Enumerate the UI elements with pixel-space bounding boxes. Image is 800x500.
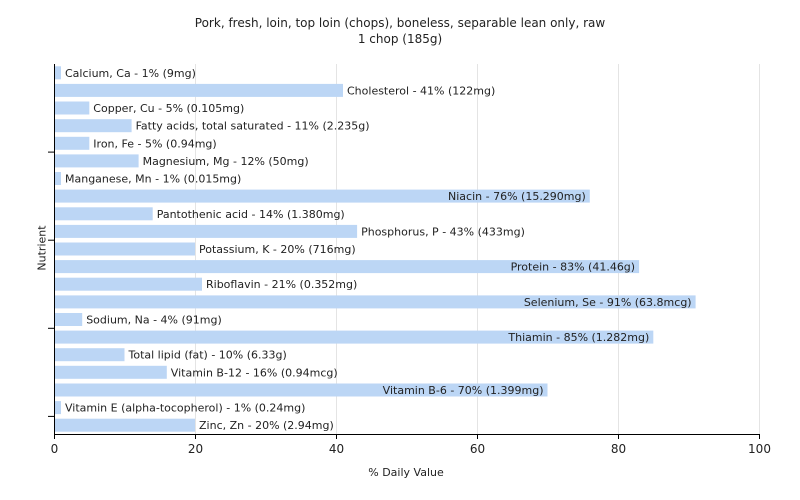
bar-label: Thiamin - 85% (1.282mg) bbox=[507, 331, 649, 344]
bar bbox=[54, 224, 358, 238]
bar bbox=[54, 330, 654, 344]
bar-label: Iron, Fe - 5% (0.94mg) bbox=[93, 137, 216, 150]
bar-label: Calcium, Ca - 1% (9mg) bbox=[65, 67, 196, 80]
chart-subtitle: 1 chop (185g) bbox=[357, 32, 443, 46]
x-tick-label: 100 bbox=[748, 442, 771, 456]
bar-label: Selenium, Se - 91% (63.8mcg) bbox=[524, 296, 692, 309]
bar-label: Manganese, Mn - 1% (0.015mg) bbox=[65, 173, 241, 186]
bar bbox=[54, 295, 696, 309]
bar bbox=[54, 418, 195, 432]
bar-label: Copper, Cu - 5% (0.105mg) bbox=[93, 102, 244, 115]
bar bbox=[54, 66, 61, 80]
bar-label: Potassium, K - 20% (716mg) bbox=[199, 243, 356, 256]
x-tick-label: 40 bbox=[329, 442, 344, 456]
bar bbox=[54, 383, 548, 397]
bar bbox=[54, 189, 590, 203]
bar-label: Magnesium, Mg - 12% (50mg) bbox=[143, 155, 309, 168]
bar bbox=[54, 260, 640, 274]
bar-label: Phosphorus, P - 43% (433mg) bbox=[361, 225, 525, 238]
bar-label: Sodium, Na - 4% (91mg) bbox=[86, 314, 222, 327]
bar bbox=[54, 172, 61, 185]
bar bbox=[54, 119, 132, 133]
bar bbox=[54, 207, 153, 221]
bar bbox=[54, 313, 83, 326]
bar-label: Zinc, Zn - 20% (2.94mg) bbox=[199, 419, 334, 432]
bar bbox=[54, 401, 61, 415]
bar bbox=[54, 242, 195, 256]
x-tick-label: 0 bbox=[51, 442, 59, 456]
y-axis-label: Nutrient bbox=[35, 225, 49, 271]
bar-label: Cholesterol - 41% (122mg) bbox=[347, 84, 495, 97]
bar-label: Niacin - 76% (15.290mg) bbox=[448, 190, 586, 203]
bar-label: Total lipid (fat) - 10% (6.33g) bbox=[128, 349, 287, 362]
bar bbox=[54, 277, 202, 291]
x-tick-label: 80 bbox=[611, 442, 626, 456]
x-axis-label: % Daily Value bbox=[368, 466, 444, 479]
bar-label: Pantothenic acid - 14% (1.380mg) bbox=[157, 208, 345, 221]
bar-label: Riboflavin - 21% (0.352mg) bbox=[206, 278, 357, 291]
bar bbox=[54, 101, 90, 115]
bar bbox=[54, 154, 139, 168]
bar bbox=[54, 348, 125, 362]
x-tick-label: 20 bbox=[188, 442, 203, 456]
bar bbox=[54, 365, 167, 379]
chart-title: Pork, fresh, loin, top loin (chops), bon… bbox=[194, 16, 606, 30]
bar-label: Fatty acids, total saturated - 11% (2.23… bbox=[136, 120, 370, 133]
x-tick-label: 60 bbox=[470, 442, 485, 456]
bar-label: Protein - 83% (41.46g) bbox=[511, 261, 636, 274]
bar-label: Vitamin E (alpha-tocopherol) - 1% (0.24m… bbox=[65, 402, 305, 415]
bar-label: Vitamin B-12 - 16% (0.94mcg) bbox=[171, 366, 338, 379]
bar bbox=[54, 83, 343, 97]
bar bbox=[54, 136, 90, 150]
bar-label: Vitamin B-6 - 70% (1.399mg) bbox=[383, 384, 544, 397]
